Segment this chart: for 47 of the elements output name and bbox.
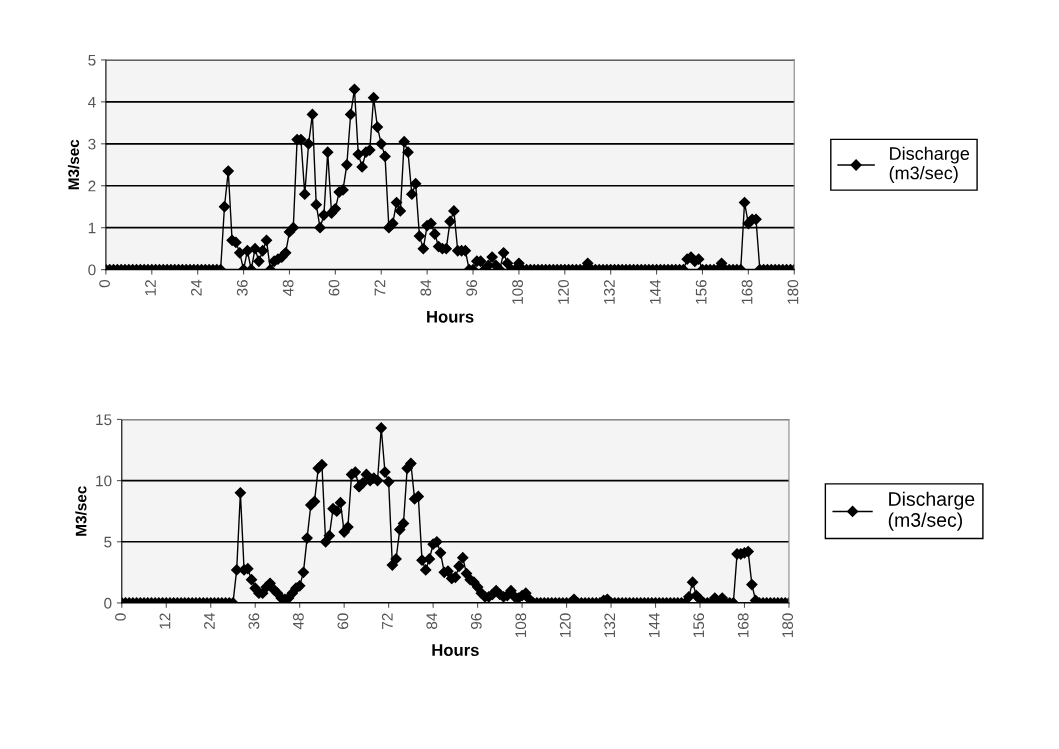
y-tick-label: 15 (96, 414, 112, 426)
x-tick-label: 132 (603, 280, 615, 304)
x-tick-label: 48 (292, 613, 304, 630)
x-tick-label: 24 (190, 279, 202, 296)
legend-label: Discharge (m3/sec) (888, 491, 975, 531)
x-tick-label: 72 (374, 280, 386, 296)
x-tick-label: 108 (515, 613, 527, 637)
y-axis-title: M3/sec (75, 486, 87, 536)
legend-label: Discharge (m3/sec) (889, 146, 970, 183)
x-tick-label: 12 (159, 613, 171, 629)
x-tick-label: 24 (204, 613, 215, 629)
y-tick-label: 5 (88, 54, 96, 66)
x-axis-title: Hours (432, 644, 479, 656)
x-tick-label: 84 (420, 279, 432, 296)
x-tick-label: 72 (381, 613, 393, 629)
x-tick-label: 144 (650, 279, 661, 304)
x-tick-label: 120 (559, 613, 571, 637)
x-tick-label: 60 (337, 613, 349, 629)
x-tick-label: 132 (604, 613, 616, 637)
y-tick-label: 5 (104, 536, 112, 548)
y-tick-label: 3 (88, 138, 96, 150)
x-tick-label: 84 (426, 613, 438, 629)
x-tick-label: 144 (648, 613, 660, 637)
y-tick-label: 10 (96, 475, 112, 487)
x-tick-label: 96 (470, 613, 482, 629)
x-tick-label: 36 (236, 280, 248, 296)
x-tick-label: 180 (782, 613, 794, 637)
y-axis-title: M3/sec (67, 139, 80, 190)
x-tick-label: 60 (328, 279, 340, 296)
x-tick-label: 96 (466, 280, 478, 296)
x-tick-label: 168 (741, 280, 753, 304)
x-tick-label: 108 (512, 280, 524, 304)
x-tick-label: 120 (558, 279, 569, 304)
x-tick-label: 180 (787, 279, 799, 304)
x-tick-label: 48 (282, 280, 294, 296)
x-tick-label: 156 (695, 280, 707, 304)
y-tick-label: 2 (88, 180, 96, 192)
y-tick-label: 0 (104, 597, 112, 609)
x-tick-label: 36 (248, 613, 260, 630)
x-tick-label: 12 (145, 280, 156, 296)
y-tick-label: 4 (88, 96, 96, 108)
x-tick-label: 156 (693, 613, 705, 637)
x-tick-label: 0 (115, 613, 126, 621)
x-axis-title: Hours (427, 311, 474, 323)
y-tick-label: 1 (88, 222, 96, 234)
y-tick-label: 0 (88, 264, 96, 276)
x-tick-label: 168 (737, 613, 749, 637)
